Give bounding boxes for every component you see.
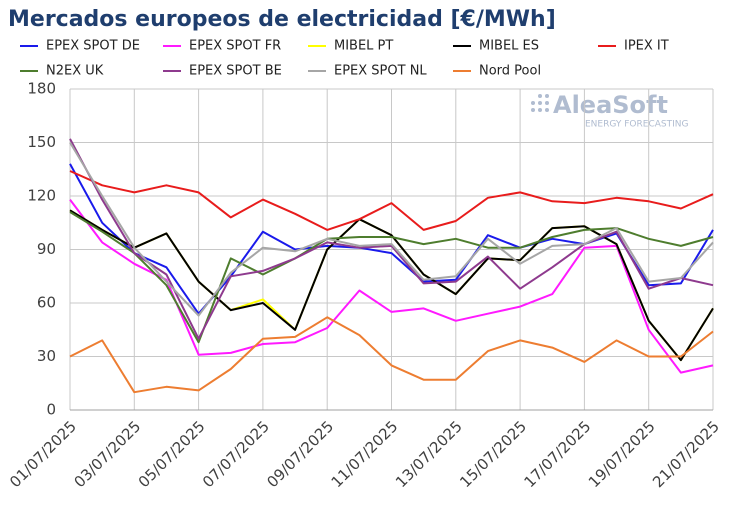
x-tick-label: 01/07/2025 [6,417,80,491]
x-tick-label: 17/07/2025 [521,417,595,491]
legend-label: Nord Pool [479,64,541,79]
line-series [69,138,714,340]
line-series [69,316,714,394]
y-tick-label: 150 [27,133,56,151]
x-tick-label: 13/07/2025 [392,417,466,491]
line-series [69,209,714,362]
y-tick-label: 60 [37,294,56,312]
line-series [69,211,714,344]
legend-label: EPEX SPOT FR [189,39,281,54]
logo-tagline: ENERGY FORECASTING [585,120,688,130]
y-tick-label: 30 [37,347,56,365]
legend-label: IPEX IT [624,39,669,54]
logo: AleaSoft ENERGY FORECASTING [531,91,688,130]
y-tick-label: 120 [27,187,56,205]
legend-label: EPEX SPOT BE [189,64,282,79]
x-tick-label: 07/07/2025 [199,417,273,491]
y-tick-label: 180 [27,80,56,98]
chart-title: Mercados europeos de electricidad [€/MWh… [8,7,556,32]
legend-label: EPEX SPOT DE [46,39,140,54]
x-tick-label: 11/07/2025 [328,417,402,491]
x-tick-label: 15/07/2025 [456,417,530,491]
x-tick-label: 09/07/2025 [263,417,337,491]
line-series [69,163,714,315]
line-series [69,141,714,317]
x-tick-label: 21/07/2025 [649,417,723,491]
x-tick-label: 03/07/2025 [70,417,144,491]
x-tick-label: 19/07/2025 [585,417,659,491]
line-series [69,170,714,231]
x-tick-label: 05/07/2025 [135,417,209,491]
y-tick-label: 90 [37,240,56,258]
y-tick-label: 0 [46,401,56,419]
legend-label: MIBEL PT [334,39,393,54]
logo-name: AleaSoft [553,91,668,119]
legend-label: MIBEL ES [479,39,539,54]
legend-label: N2EX UK [46,64,104,79]
legend-label: EPEX SPOT NL [334,64,427,79]
